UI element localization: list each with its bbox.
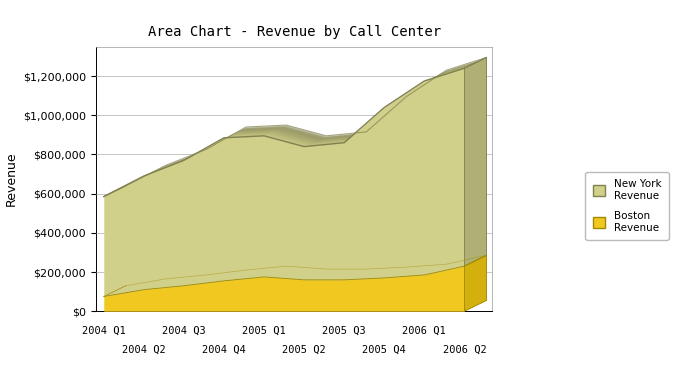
Text: 2004 Q3: 2004 Q3 (162, 326, 206, 336)
Legend: New York
Revenue, Boston
Revenue: New York Revenue, Boston Revenue (586, 172, 668, 240)
Polygon shape (464, 58, 486, 266)
Text: 2005 Q4: 2005 Q4 (363, 344, 406, 354)
Text: 2004 Q1: 2004 Q1 (82, 326, 126, 336)
Text: 2005 Q3: 2005 Q3 (322, 326, 366, 336)
Text: 2005 Q2: 2005 Q2 (282, 344, 326, 354)
Text: 2006 Q2: 2006 Q2 (443, 344, 486, 354)
Text: 2006 Q1: 2006 Q1 (402, 326, 446, 336)
Text: 2004 Q4: 2004 Q4 (202, 344, 246, 354)
Text: 2005 Q1: 2005 Q1 (242, 326, 286, 336)
Y-axis label: Revenue: Revenue (4, 152, 17, 206)
Title: Area Chart - Revenue by Call Center: Area Chart - Revenue by Call Center (148, 25, 440, 39)
Polygon shape (464, 255, 486, 311)
Text: 2004 Q2: 2004 Q2 (122, 344, 166, 354)
